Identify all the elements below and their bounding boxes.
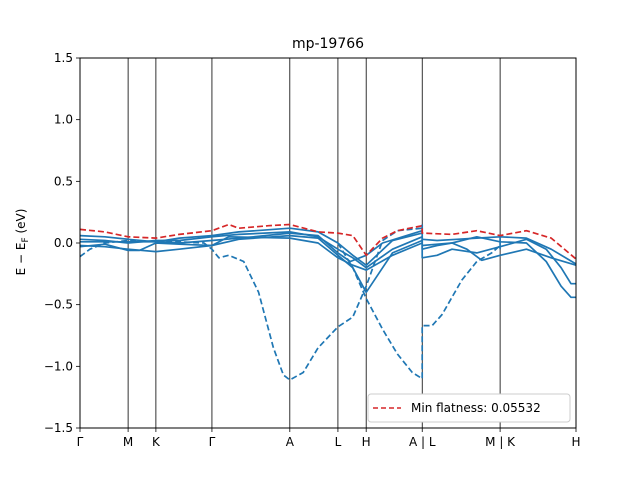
band-line [79,235,423,271]
y-tick-label: −1.0 [44,359,73,373]
x-tick-label: A | L [409,435,436,449]
band-line [80,229,423,263]
band-line [421,235,576,299]
chart-title: mp-19766 [292,36,364,52]
band-line [422,242,577,267]
legend-label: Min flatness: 0.05532 [411,401,541,415]
x-tick-label: H [571,435,580,449]
x-tick-label: H [362,435,371,449]
y-tick-label: 0.5 [54,174,73,188]
band-line [79,227,423,381]
x-tick-label: M | K [485,435,516,449]
band-line [79,227,423,267]
y-tick-label: −0.5 [44,298,73,312]
x-tick-label: K [152,435,161,449]
y-axis-label: E − EF (eV) [14,209,31,276]
svg-text:E − EF (eV): E − EF (eV) [14,209,31,276]
x-tick-label: Γ [209,435,216,449]
flat-band-line [79,223,577,260]
x-tick-label: Γ [77,435,84,449]
y-tick-label: 1.5 [54,51,73,65]
y-tick-label: −1.5 [44,421,73,435]
y-tick-label: 0.0 [54,236,73,250]
x-tick-label: M [123,435,133,449]
legend-box [367,393,571,423]
x-tick-label: A [286,435,295,449]
band-line [422,235,577,265]
x-tick-label: L [335,435,342,449]
legend: Min flatness: 0.05532 [367,393,571,423]
y-tick-label: 1.0 [54,113,73,127]
band-line [337,242,501,380]
